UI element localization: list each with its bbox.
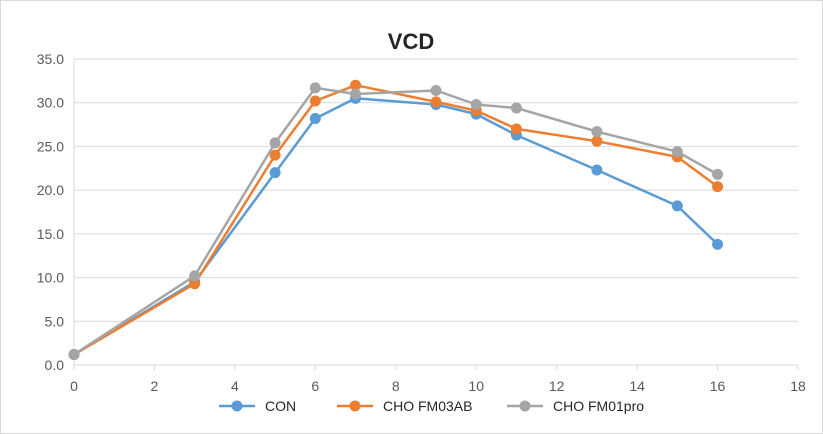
data-point-2-9 bbox=[671, 146, 683, 158]
x-tick-label: 14 bbox=[629, 378, 645, 394]
data-point-2-1 bbox=[189, 270, 201, 282]
series-line-1 bbox=[73, 83, 719, 356]
data-point-1-4 bbox=[350, 79, 362, 91]
series-line-2 bbox=[73, 86, 719, 356]
data-point-0-9 bbox=[671, 200, 683, 212]
series-2 bbox=[68, 82, 724, 361]
x-tick-label: 8 bbox=[392, 378, 400, 394]
data-point-0-8 bbox=[591, 164, 603, 176]
data-point-2-10 bbox=[712, 168, 724, 180]
legend-item-1: CHO FM03AB bbox=[337, 398, 472, 414]
legend-label-2: CHO FM01pro bbox=[553, 398, 644, 414]
series-0 bbox=[68, 92, 724, 361]
data-point-2-5 bbox=[430, 84, 442, 96]
y-tick-label: 25.0 bbox=[37, 138, 64, 154]
data-point-1-5 bbox=[430, 96, 442, 108]
data-point-2-8 bbox=[591, 126, 603, 138]
series-layer bbox=[68, 79, 724, 361]
x-tick-label: 2 bbox=[151, 378, 159, 394]
data-point-1-7 bbox=[510, 123, 522, 135]
data-point-1-8 bbox=[591, 135, 603, 147]
y-tick-label: 10.0 bbox=[37, 270, 64, 286]
data-point-1-2 bbox=[269, 149, 281, 161]
data-point-2-4 bbox=[350, 88, 362, 100]
chart-title: VCD bbox=[388, 29, 434, 54]
data-point-2-3 bbox=[309, 82, 321, 94]
y-tick-label: 35.0 bbox=[37, 51, 64, 67]
x-tick-label: 0 bbox=[70, 378, 78, 394]
data-point-0-2 bbox=[269, 167, 281, 179]
data-point-0-10 bbox=[712, 238, 724, 250]
y-tick-labels: 0.0 5.0 10.0 15.0 20.0 25.0 30.0 35.0 bbox=[37, 51, 64, 373]
legend-marker-1 bbox=[349, 400, 361, 412]
x-tick-label: 18 bbox=[790, 378, 806, 394]
legend-label-1: CHO FM03AB bbox=[383, 398, 472, 414]
x-tick-labels: 0 2 4 6 8 10 12 14 16 18 bbox=[70, 378, 806, 394]
data-point-2-7 bbox=[510, 102, 522, 114]
x-tick-label: 12 bbox=[549, 378, 565, 394]
x-tick-label: 16 bbox=[710, 378, 726, 394]
x-tick-label: 10 bbox=[468, 378, 484, 394]
data-point-1-1 bbox=[189, 278, 201, 290]
y-tick-label: 15.0 bbox=[37, 226, 64, 242]
x-tick-label: 6 bbox=[311, 378, 319, 394]
legend-item-0: CON bbox=[219, 398, 296, 414]
legend: CON CHO FM03AB CHO FM01pro bbox=[219, 398, 644, 414]
legend-marker-0 bbox=[231, 400, 243, 412]
legend-marker-2 bbox=[519, 400, 531, 412]
data-point-1-10 bbox=[712, 181, 724, 193]
data-point-2-2 bbox=[269, 137, 281, 149]
y-tick-label: 20.0 bbox=[37, 182, 64, 198]
x-tick-label: 4 bbox=[231, 378, 239, 394]
legend-label-0: CON bbox=[265, 398, 296, 414]
y-tick-label: 0.0 bbox=[45, 357, 65, 373]
data-point-2-6 bbox=[470, 98, 482, 110]
series-1 bbox=[68, 79, 724, 361]
axes bbox=[73, 59, 799, 370]
y-tick-label: 30.0 bbox=[37, 95, 64, 111]
legend-item-2: CHO FM01pro bbox=[507, 398, 644, 414]
data-point-2-0 bbox=[68, 349, 80, 361]
y-tick-label: 5.0 bbox=[45, 313, 65, 329]
data-point-1-3 bbox=[309, 95, 321, 107]
data-point-0-3 bbox=[309, 112, 321, 124]
